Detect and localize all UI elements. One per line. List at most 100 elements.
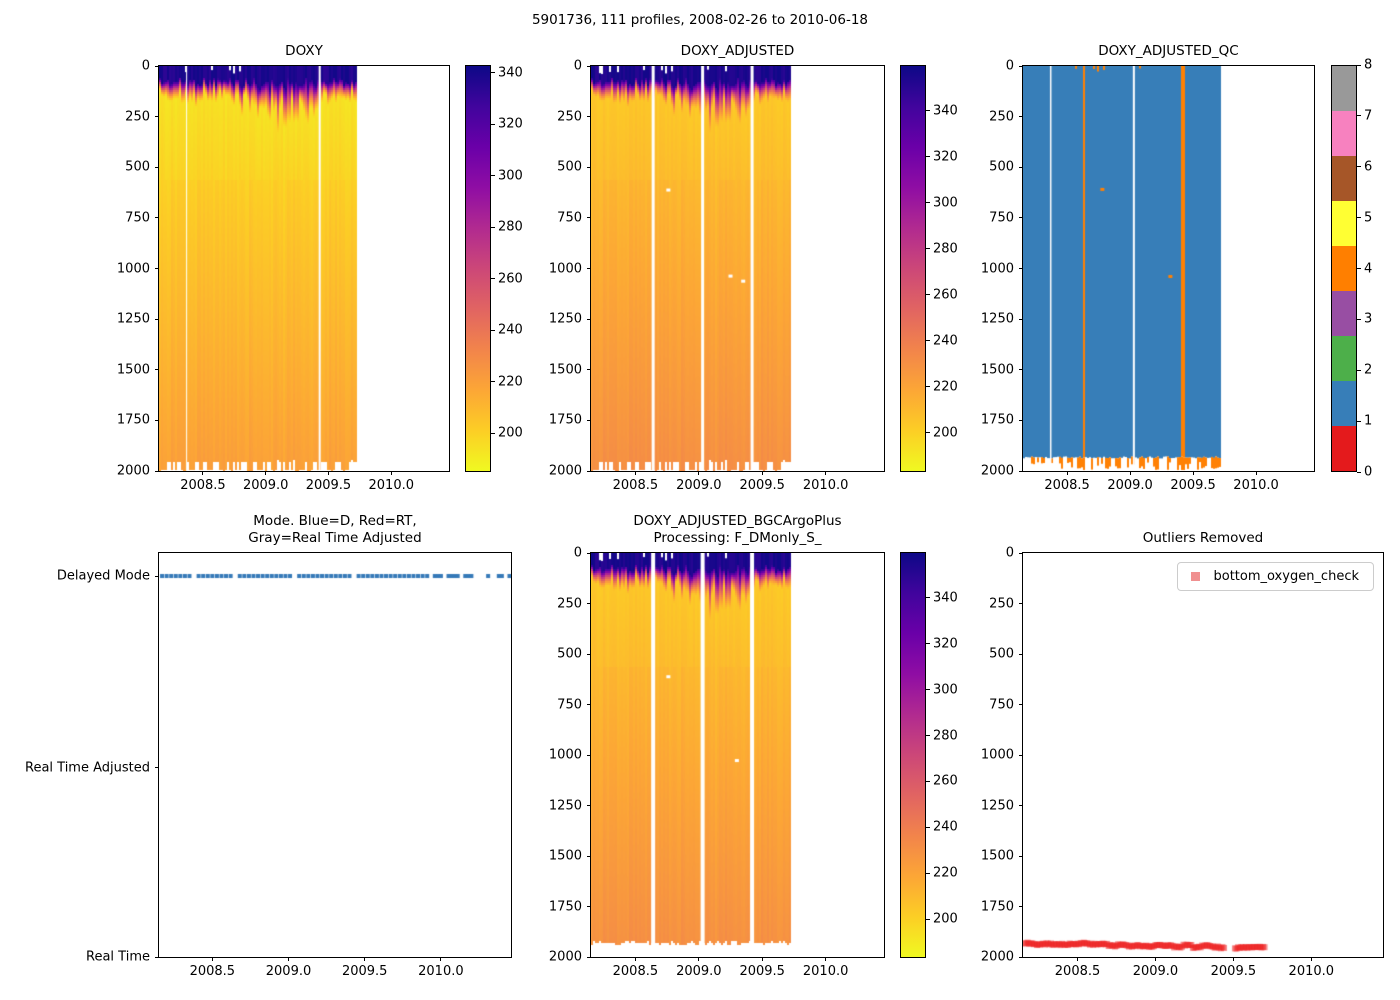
colorbar-tick — [926, 643, 930, 645]
y-tick-label: 1500 — [116, 362, 150, 378]
y-tick — [155, 419, 159, 421]
colorbar-tick-label: 220 — [933, 865, 958, 881]
x-tick — [202, 471, 204, 475]
y-tick-label: 250 — [557, 596, 582, 611]
y-tick-label: 1250 — [980, 311, 1014, 327]
y-tick-label: 250 — [989, 596, 1014, 611]
y-tick — [1019, 754, 1023, 756]
y-tick — [1019, 653, 1023, 655]
colorbar-tick-label: 260 — [498, 271, 523, 287]
x-tick-label: 2008.5 — [612, 964, 659, 979]
subplot-title-doxy: DOXY — [119, 43, 489, 60]
y-tick — [587, 956, 591, 958]
colorbar-tick-label: 5 — [1364, 210, 1373, 226]
y-tick — [587, 552, 591, 554]
colorbar-tick-label: 1 — [1364, 413, 1373, 429]
x-tick — [634, 957, 636, 961]
y-tick-label: 1000 — [548, 261, 582, 276]
colorbar-segment — [1332, 291, 1356, 336]
x-tick — [1192, 471, 1194, 475]
y-tick — [1019, 956, 1023, 958]
colorbar-tick — [1357, 166, 1361, 168]
y-tick — [155, 956, 159, 958]
y-tick-label: 1250 — [548, 798, 582, 813]
x-tick-label: 2010.0 — [802, 964, 849, 979]
x-tick — [1066, 471, 1068, 475]
y-tick-label: 250 — [989, 109, 1014, 125]
y-tick-label: 750 — [989, 697, 1014, 712]
colorbar-tick — [1357, 369, 1361, 371]
y-tick — [587, 704, 591, 705]
colorbar-segment — [1332, 381, 1356, 426]
x-tick — [440, 957, 442, 961]
y-tick — [155, 470, 159, 472]
y-tick-label: Delayed Mode — [56, 568, 150, 584]
bgcargoplus-heatmap — [591, 553, 884, 957]
y-tick-label: 1000 — [980, 747, 1014, 763]
colorbar-qc: 8 7 6 5 4 3 2 1 0 — [1331, 58, 1400, 480]
colorbar-tick — [1357, 115, 1361, 117]
colorbar-tick — [926, 432, 930, 434]
y-tick-label: 1000 — [116, 261, 150, 276]
colorbar-doxy-adjusted: 340 320 300 280 260 240 220 200 — [900, 65, 970, 472]
qc-heatmap — [1023, 66, 1314, 471]
colorbar-tick-label: 2 — [1364, 362, 1373, 378]
colorbar-tick — [1357, 217, 1361, 219]
x-tick-label: 2009.5 — [305, 478, 352, 493]
y-tick-label: 750 — [557, 697, 582, 712]
colorbar-tick-label: 220 — [498, 374, 523, 390]
x-tick — [825, 957, 827, 961]
subplot-title-bgcargoplus: DOXY_ADJUSTED_BGCArgoPlus Processing: F_… — [551, 513, 924, 547]
y-tick-label: 1750 — [980, 412, 1014, 428]
y-tick — [1019, 805, 1023, 806]
x-tick-label: 2009.0 — [265, 964, 312, 979]
y-tick-label: 1250 — [116, 311, 150, 327]
y-tick-label: 2000 — [116, 463, 150, 479]
y-tick-label: 2000 — [548, 949, 582, 965]
colorbar-tick-label: 300 — [933, 195, 958, 211]
y-tick-label: 500 — [989, 159, 1014, 175]
x-tick — [1310, 957, 1312, 961]
y-tick — [155, 318, 159, 320]
x-tick — [761, 471, 763, 475]
y-tick-label: 1750 — [980, 899, 1014, 914]
legend: bottom_oxygen_check — [1177, 562, 1374, 591]
colorbar-tick-label: 320 — [933, 149, 958, 165]
colorbar-gradient — [900, 65, 926, 472]
colorbar-gradient — [465, 65, 491, 472]
colorbar-tick — [1357, 318, 1361, 320]
x-tick-label: 2009.0 — [1107, 478, 1153, 493]
y-tick-label: Real Time — [86, 949, 150, 965]
y-tick-label: 250 — [557, 109, 582, 125]
x-tick-label: 2009.5 — [1170, 478, 1216, 493]
y-tick — [1019, 470, 1023, 472]
panel-doxy-adjusted: DOXY_ADJUSTED 2008.5 2009.0 2009.5 2010.0 0 2… — [549, 43, 885, 493]
colorbar-tick — [926, 202, 930, 204]
x-tick-label: 2009.5 — [739, 964, 785, 979]
y-tick — [155, 268, 159, 269]
colorbar-tick — [926, 294, 930, 296]
colorbar-tick — [926, 110, 930, 112]
x-tick-label: 2008.5 — [1044, 478, 1090, 493]
x-tick-label: 2010.0 — [368, 478, 415, 493]
x-tick — [364, 957, 366, 961]
y-tick — [155, 217, 159, 219]
y-tick — [1019, 552, 1023, 554]
y-tick-label: 1500 — [548, 362, 582, 378]
colorbar-doxy: 340 320 300 280 260 240 220 200 — [465, 65, 535, 472]
colorbar-tick — [926, 735, 930, 736]
x-tick — [1255, 471, 1257, 475]
y-tick-label: 1500 — [980, 848, 1014, 864]
y-tick — [587, 65, 591, 67]
subplot-title-doxy-adjusted: DOXY_ADJUSTED — [551, 43, 924, 60]
colorbar-tick-label: 320 — [498, 116, 523, 132]
colorbar-tick-label: 280 — [933, 728, 958, 743]
colorbar-tick — [926, 872, 930, 874]
x-tick — [634, 471, 636, 475]
y-tick — [587, 116, 591, 118]
x-tick — [1077, 957, 1079, 961]
colorbar-segment — [1332, 66, 1356, 111]
colorbar-tick — [491, 329, 495, 331]
y-tick — [587, 906, 591, 907]
colorbar-segment — [1332, 426, 1356, 471]
